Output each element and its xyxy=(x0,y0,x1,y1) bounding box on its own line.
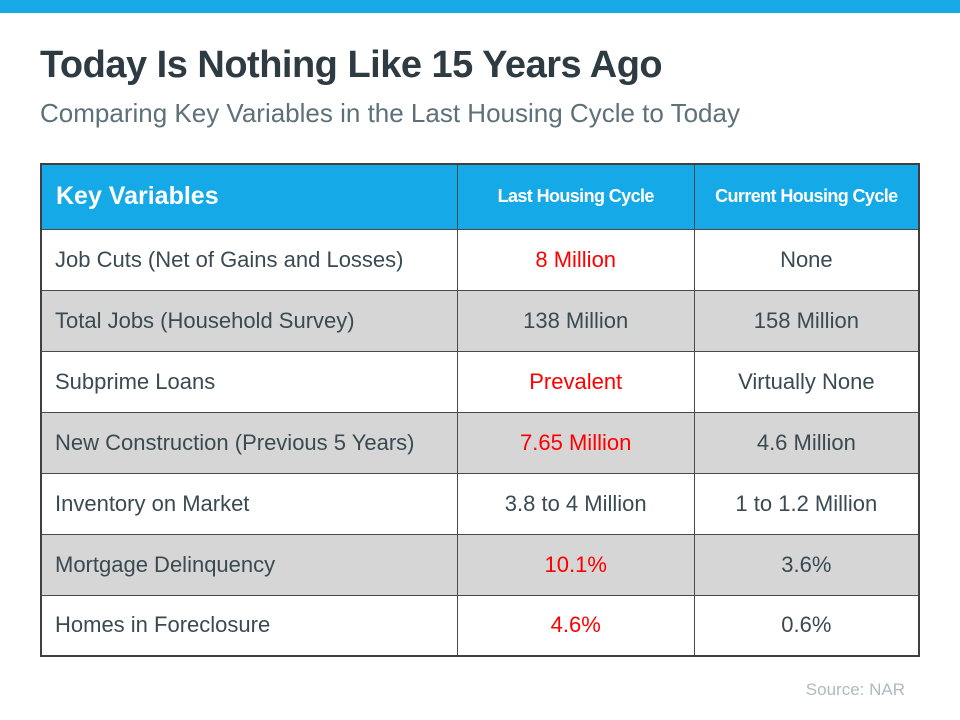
table-row: Job Cuts (Net of Gains and Losses) 8 Mil… xyxy=(40,228,920,291)
row-label: Inventory on Market xyxy=(40,472,458,535)
row-label: Total Jobs (Household Survey) xyxy=(40,289,458,352)
current-cycle-value: 1 to 1.2 Million xyxy=(693,472,920,535)
table-row: Subprime Loans Prevalent Virtually None xyxy=(40,350,920,413)
header-key-variables: Key Variables xyxy=(40,163,458,230)
last-cycle-value: 10.1% xyxy=(456,533,695,596)
header-current-housing-cycle: Current Housing Cycle xyxy=(693,163,920,230)
comparison-table: Key Variables Last Housing Cycle Current… xyxy=(40,163,920,657)
row-label: New Construction (Previous 5 Years) xyxy=(40,411,458,474)
table-row: New Construction (Previous 5 Years) 7.65… xyxy=(40,411,920,474)
table-row: Mortgage Delinquency 10.1% 3.6% xyxy=(40,533,920,596)
row-label: Homes in Foreclosure xyxy=(40,594,458,657)
row-label: Subprime Loans xyxy=(40,350,458,413)
row-label: Job Cuts (Net of Gains and Losses) xyxy=(40,228,458,291)
last-cycle-value: 8 Million xyxy=(456,228,695,291)
top-accent-bar xyxy=(0,0,960,13)
current-cycle-value: None xyxy=(693,228,920,291)
last-cycle-value: 138 Million xyxy=(456,289,695,352)
table-row: Inventory on Market 3.8 to 4 Million 1 t… xyxy=(40,472,920,535)
table-row: Homes in Foreclosure 4.6% 0.6% xyxy=(40,594,920,657)
current-cycle-value: 3.6% xyxy=(693,533,920,596)
current-cycle-value: 4.6 Million xyxy=(693,411,920,474)
last-cycle-value: 4.6% xyxy=(456,594,695,657)
header-last-housing-cycle: Last Housing Cycle xyxy=(456,163,695,230)
last-cycle-value: 3.8 to 4 Million xyxy=(456,472,695,535)
page-subtitle: Comparing Key Variables in the Last Hous… xyxy=(40,98,740,128)
source-note: Source: NAR xyxy=(805,680,905,699)
current-cycle-value: 0.6% xyxy=(693,594,920,657)
current-cycle-value: 158 Million xyxy=(693,289,920,352)
last-cycle-value: Prevalent xyxy=(456,350,695,413)
page-title: Today Is Nothing Like 15 Years Ago xyxy=(40,44,663,86)
row-label: Mortgage Delinquency xyxy=(40,533,458,596)
current-cycle-value: Virtually None xyxy=(693,350,920,413)
last-cycle-value: 7.65 Million xyxy=(456,411,695,474)
table-row: Total Jobs (Household Survey) 138 Millio… xyxy=(40,289,920,352)
table-header-row: Key Variables Last Housing Cycle Current… xyxy=(40,163,920,230)
